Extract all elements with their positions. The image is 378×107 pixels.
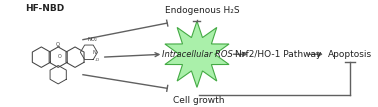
Text: O: O [57,54,61,59]
Text: Intracellular ROS: Intracellular ROS [161,50,232,59]
Polygon shape [165,21,229,87]
Text: O: O [56,42,60,47]
Text: Nrf2/HO-1 Pathway: Nrf2/HO-1 Pathway [235,50,321,59]
Text: Cell growth: Cell growth [173,97,225,106]
Text: HF-NBD: HF-NBD [25,4,64,13]
Text: N: N [93,50,97,55]
Text: NO₂: NO₂ [88,37,98,42]
Text: Endogenous H₂S: Endogenous H₂S [164,6,239,15]
Text: Apoptosis: Apoptosis [328,50,372,59]
Text: -O: -O [94,58,99,62]
